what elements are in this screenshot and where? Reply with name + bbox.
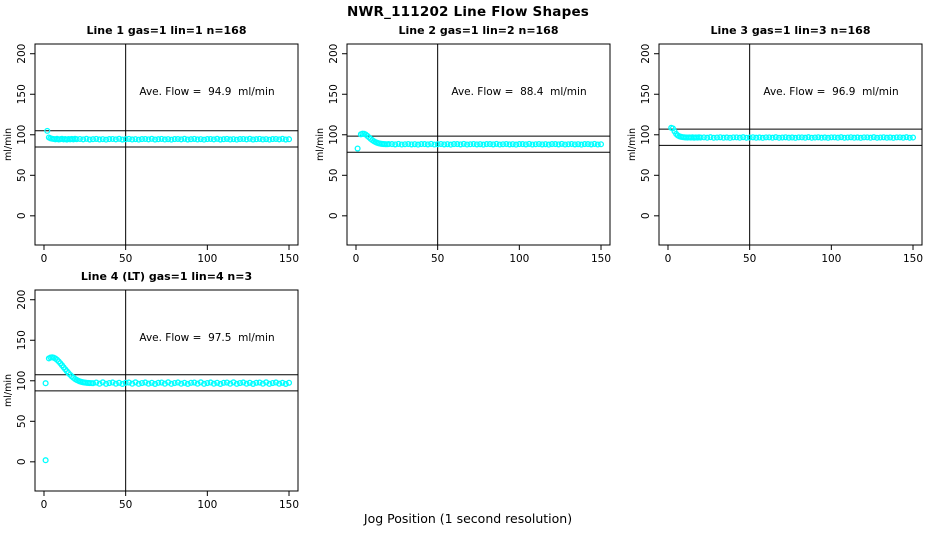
y-axis-label: ml/min <box>315 128 326 161</box>
svg-text:100: 100 <box>640 125 652 145</box>
y-axis-label: ml/min <box>3 128 14 161</box>
scatter-plot: 0 50 100 150 0 50 100 150 200 ml/min <box>3 43 299 265</box>
svg-text:100: 100 <box>16 125 28 145</box>
svg-text:150: 150 <box>328 84 340 104</box>
svg-text:0: 0 <box>41 253 48 265</box>
y-axis-label: ml/min <box>627 128 638 161</box>
y-axis-label: ml/min <box>3 374 14 407</box>
svg-text:150: 150 <box>279 499 299 511</box>
ave-flow-annotation: Ave. Flow = 96.9 ml/min <box>763 86 899 98</box>
svg-text:100: 100 <box>16 371 28 391</box>
figure-title: NWR_111202 Line Flow Shapes <box>346 4 590 20</box>
panel-title: Line 4 (LT) gas=1 lin=4 n=3 <box>80 270 253 283</box>
svg-text:50: 50 <box>119 499 132 511</box>
x-axis-label: Jog Position (1 second resolution) <box>363 511 573 526</box>
svg-text:100: 100 <box>328 125 340 145</box>
svg-text:100: 100 <box>197 253 217 265</box>
ave-flow-annotation: Ave. Flow = 97.5 ml/min <box>139 332 275 344</box>
svg-text:50: 50 <box>743 253 756 265</box>
svg-text:150: 150 <box>16 84 28 104</box>
svg-text:150: 150 <box>16 330 28 350</box>
svg-text:200: 200 <box>16 44 28 64</box>
svg-text:150: 150 <box>640 84 652 104</box>
svg-text:50: 50 <box>16 415 28 428</box>
ave-flow-annotation: Ave. Flow = 94.9 ml/min <box>139 86 275 98</box>
svg-text:100: 100 <box>509 253 529 265</box>
panel-line-4: Line 4 (LT) gas=1 lin=4 n=3 Ave. Flow = … <box>0 268 312 518</box>
panel-line-2: Line 2 gas=1 lin=2 n=168 Ave. Flow = 88.… <box>312 22 624 272</box>
svg-text:0: 0 <box>16 458 28 465</box>
svg-text:50: 50 <box>431 253 444 265</box>
ave-flow-annotation: Ave. Flow = 88.4 ml/min <box>451 86 587 98</box>
svg-text:200: 200 <box>328 44 340 64</box>
svg-text:150: 150 <box>903 253 923 265</box>
svg-text:150: 150 <box>591 253 611 265</box>
scatter-plot: 0 50 100 150 0 50 100 150 200 ml/min <box>3 289 299 511</box>
svg-text:200: 200 <box>16 290 28 310</box>
svg-text:0: 0 <box>41 499 48 511</box>
svg-text:50: 50 <box>16 169 28 182</box>
svg-text:0: 0 <box>16 212 28 219</box>
svg-text:0: 0 <box>665 253 672 265</box>
panel-line-1: Line 1 gas=1 lin=1 n=168 Ave. Flow = 94.… <box>0 22 312 272</box>
svg-text:200: 200 <box>640 44 652 64</box>
svg-text:50: 50 <box>640 169 652 182</box>
svg-text:150: 150 <box>279 253 299 265</box>
svg-text:50: 50 <box>328 169 340 182</box>
svg-text:0: 0 <box>328 212 340 219</box>
svg-text:100: 100 <box>197 499 217 511</box>
scatter-plot: 0 50 100 150 0 50 100 150 200 ml/min <box>315 43 611 265</box>
panel-title: Line 1 gas=1 lin=1 n=168 <box>86 24 247 37</box>
svg-text:50: 50 <box>119 253 132 265</box>
svg-text:100: 100 <box>821 253 841 265</box>
panel-title: Line 3 gas=1 lin=3 n=168 <box>710 24 871 37</box>
svg-text:0: 0 <box>353 253 360 265</box>
panel-line-3: Line 3 gas=1 lin=3 n=168 Ave. Flow = 96.… <box>624 22 936 272</box>
scatter-plot: 0 50 100 150 0 50 100 150 200 ml/min <box>627 43 923 265</box>
panel-title: Line 2 gas=1 lin=2 n=168 <box>398 24 559 37</box>
svg-text:0: 0 <box>640 212 652 219</box>
